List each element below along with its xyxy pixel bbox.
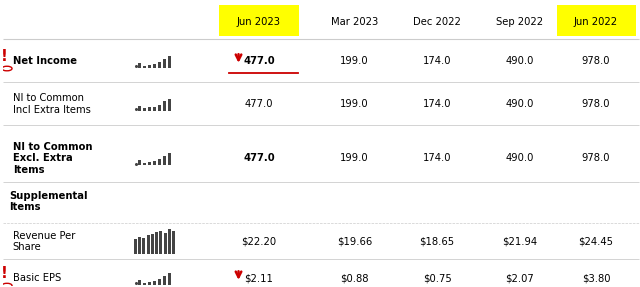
Text: $19.66: $19.66 xyxy=(337,236,372,246)
Bar xyxy=(158,62,161,68)
Bar xyxy=(148,65,151,68)
Text: Basic EPS: Basic EPS xyxy=(13,274,61,284)
Bar xyxy=(159,231,163,253)
Bar xyxy=(163,276,166,285)
Bar xyxy=(138,280,141,285)
Bar xyxy=(153,107,156,111)
Text: Jun 2023: Jun 2023 xyxy=(237,17,281,27)
Text: 978.0: 978.0 xyxy=(582,99,611,109)
Bar xyxy=(168,99,171,111)
Bar xyxy=(138,237,141,253)
Bar xyxy=(138,160,141,165)
Text: !: ! xyxy=(1,49,8,64)
Text: $18.65: $18.65 xyxy=(419,236,454,246)
Text: $0.88: $0.88 xyxy=(340,274,369,284)
Bar xyxy=(168,273,171,285)
Text: 490.0: 490.0 xyxy=(506,56,534,66)
Text: Dec 2022: Dec 2022 xyxy=(413,17,461,27)
Text: NI to Common
Incl Extra Items: NI to Common Incl Extra Items xyxy=(13,94,90,115)
Bar xyxy=(158,279,161,285)
Text: Supplemental
Items: Supplemental Items xyxy=(10,191,88,212)
Bar xyxy=(168,153,171,165)
Text: 978.0: 978.0 xyxy=(582,154,611,164)
Bar xyxy=(153,64,156,68)
Text: $24.45: $24.45 xyxy=(579,236,614,246)
Bar xyxy=(151,234,154,253)
Text: Sep 2022: Sep 2022 xyxy=(496,17,543,27)
Bar xyxy=(164,233,166,253)
Text: 477.0: 477.0 xyxy=(243,154,275,164)
Bar xyxy=(172,231,175,253)
Bar xyxy=(153,281,156,285)
Bar xyxy=(147,235,150,253)
Bar xyxy=(163,59,166,68)
Text: $2.11: $2.11 xyxy=(244,274,273,284)
Text: 477.0: 477.0 xyxy=(244,99,273,109)
Bar xyxy=(143,238,145,253)
Bar xyxy=(138,63,141,68)
Text: 978.0: 978.0 xyxy=(582,56,611,66)
Bar xyxy=(153,161,156,165)
Text: $21.94: $21.94 xyxy=(502,236,537,246)
Bar xyxy=(557,5,636,36)
Bar xyxy=(143,108,147,111)
Text: $22.20: $22.20 xyxy=(241,236,276,246)
Bar xyxy=(220,5,299,36)
Text: $0.75: $0.75 xyxy=(422,274,451,284)
Bar xyxy=(138,106,141,111)
Text: 490.0: 490.0 xyxy=(506,99,534,109)
Text: 174.0: 174.0 xyxy=(423,154,451,164)
Text: 174.0: 174.0 xyxy=(423,99,451,109)
Bar xyxy=(143,283,147,285)
Bar xyxy=(156,232,158,253)
Bar xyxy=(148,162,151,165)
Text: $2.07: $2.07 xyxy=(506,274,534,284)
Text: Jun 2022: Jun 2022 xyxy=(574,17,618,27)
Bar xyxy=(143,163,147,165)
Bar xyxy=(148,107,151,111)
Text: 199.0: 199.0 xyxy=(340,154,369,164)
Text: NI to Common
Excl. Extra
Items: NI to Common Excl. Extra Items xyxy=(13,142,92,175)
Text: 477.0: 477.0 xyxy=(243,56,275,66)
Text: Mar 2023: Mar 2023 xyxy=(331,17,378,27)
Text: $3.80: $3.80 xyxy=(582,274,611,284)
Bar xyxy=(148,282,151,285)
Bar xyxy=(163,156,166,165)
Text: 490.0: 490.0 xyxy=(506,154,534,164)
Text: 174.0: 174.0 xyxy=(423,56,451,66)
Bar xyxy=(134,238,137,253)
Bar xyxy=(168,56,171,68)
Text: 199.0: 199.0 xyxy=(340,56,369,66)
Bar xyxy=(158,159,161,165)
Text: !: ! xyxy=(1,266,8,281)
Bar xyxy=(143,66,147,68)
Text: Net Income: Net Income xyxy=(13,56,77,66)
Text: 199.0: 199.0 xyxy=(340,99,369,109)
Bar xyxy=(168,229,171,253)
Bar xyxy=(163,101,166,111)
Bar xyxy=(158,105,161,111)
Text: Revenue Per
Share: Revenue Per Share xyxy=(13,230,75,252)
